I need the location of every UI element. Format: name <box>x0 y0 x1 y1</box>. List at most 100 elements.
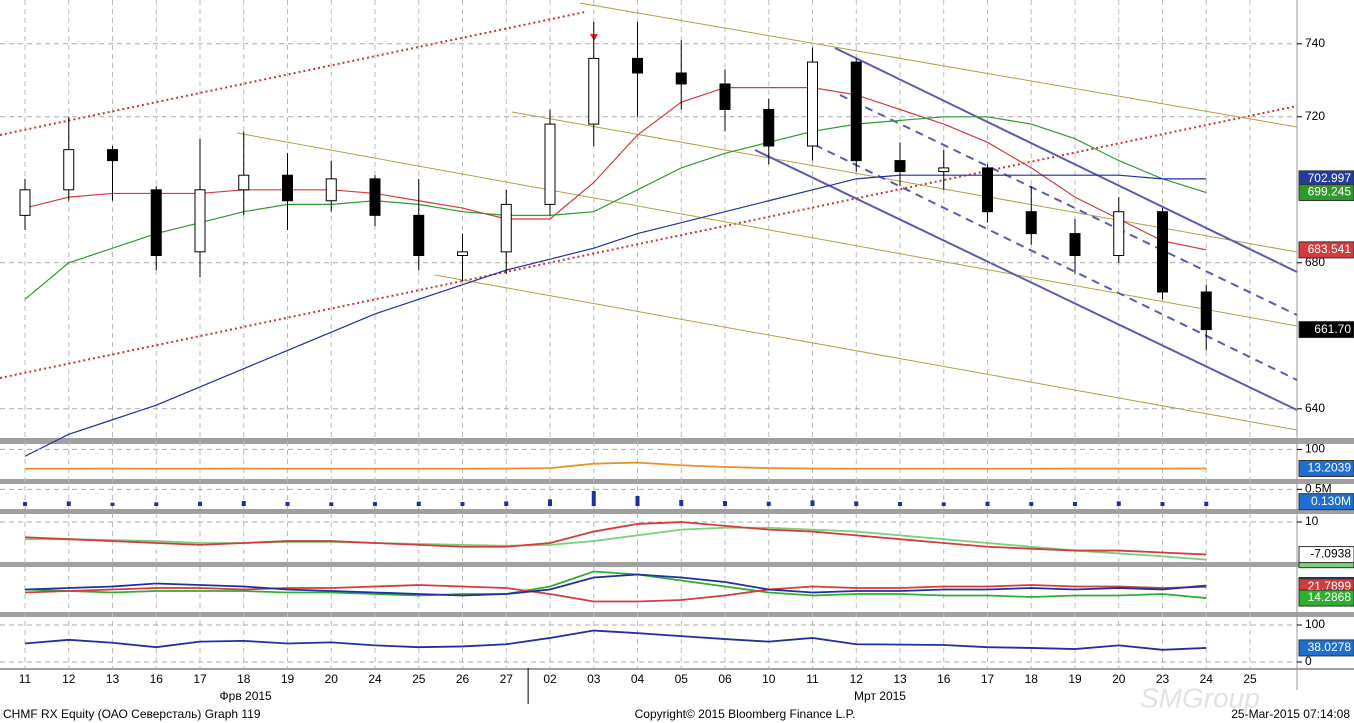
volume-bar <box>373 502 377 506</box>
candle-body <box>63 149 75 191</box>
volume-bar <box>548 499 552 506</box>
candle-body <box>500 203 512 253</box>
x-tick-label: 10 <box>762 672 776 686</box>
x-tick-label: 13 <box>893 672 907 686</box>
x-tick-label: 27 <box>500 672 514 686</box>
trend-line <box>754 149 1298 411</box>
x-tick-label: 24 <box>1200 672 1214 686</box>
candle-body <box>807 61 818 147</box>
y-tick-label: 0 <box>1305 654 1312 668</box>
indicator-line <box>24 573 1207 597</box>
volume-bar <box>110 502 115 506</box>
plot-area: 11 12 13 16 17 18 19 20 24 25 26 27 02 03 04 05 06 10 11 12… <box>0 21 1354 704</box>
x-tick-label: 25 <box>1243 672 1257 686</box>
volume-bar <box>1204 501 1209 506</box>
x-tick-label: 19 <box>1068 672 1082 686</box>
last-value-label: 13.2039 <box>1308 461 1352 475</box>
candle-body <box>282 174 293 202</box>
candle-body <box>413 214 425 257</box>
x-tick-label: 03 <box>587 672 601 686</box>
separator <box>0 562 1354 567</box>
x-tick-label: 11 <box>19 672 32 686</box>
volume-bar <box>941 502 946 506</box>
candle-body <box>763 109 775 147</box>
x-tick-label: 16 <box>937 672 951 686</box>
x-tick-label: 04 <box>631 672 645 686</box>
indicator-line <box>24 521 1207 556</box>
trend-line <box>834 47 1298 273</box>
volume-bar <box>329 502 334 506</box>
x-tick-label: 19 <box>281 672 295 686</box>
y-tick-label: 10 <box>1305 514 1319 528</box>
last-value-label: 661.70 <box>1314 322 1351 336</box>
last-value-tag <box>1298 493 1354 511</box>
candle-body <box>675 72 687 85</box>
x-tick-label: 25 <box>412 672 426 686</box>
trend-line <box>434 274 1298 431</box>
x-tick-label: 23 <box>1156 672 1170 686</box>
candle-body <box>894 160 906 173</box>
volume-bar <box>504 501 509 506</box>
y-tick-label: 100 <box>1305 442 1325 456</box>
moving-average-line <box>24 116 1207 300</box>
y-tick-label: 680 <box>1305 255 1325 269</box>
indicator-line <box>24 629 1207 651</box>
candle-body <box>457 251 468 257</box>
x-tick-label: 20 <box>1112 672 1126 686</box>
watermark: SMGroup <box>1140 682 1260 713</box>
volume-bar <box>635 496 640 506</box>
x-tick-label: 12 <box>62 672 76 686</box>
candle-body <box>850 61 862 162</box>
x-tick-label: 02 <box>543 672 557 686</box>
volume-bar <box>898 502 902 506</box>
volume-bar <box>154 502 159 506</box>
last-value-tag <box>1298 321 1354 339</box>
volume-bar <box>241 501 246 506</box>
x-tick-label: 05 <box>675 672 689 686</box>
footer-center: Copyright© 2015 Bloomberg Finance L.P. <box>635 707 856 721</box>
footer-right: 25-Mar-2015 07:14:08 <box>1231 707 1350 721</box>
last-value-label: 14.2868 <box>1308 590 1352 604</box>
x-tick-label: 13 <box>106 672 120 686</box>
last-value-label: 38.0278 <box>1308 640 1352 654</box>
panel-separators <box>0 438 1354 670</box>
volume-bar <box>285 502 290 506</box>
volume-bar <box>723 501 727 506</box>
last-value-tag <box>1298 546 1354 564</box>
last-value-label: 683.541 <box>1308 242 1352 256</box>
volume-bar <box>66 501 71 506</box>
moving-average-line <box>24 174 1207 457</box>
y-tick-label: 740 <box>1305 36 1325 50</box>
x-tick-label: 20 <box>325 672 339 686</box>
indicator-line <box>25 526 1207 561</box>
y-tick-label: 0.5M <box>1305 482 1332 496</box>
candle-body <box>719 83 731 110</box>
candle-body <box>107 149 118 162</box>
separator <box>0 668 1354 670</box>
footer-left: CHMF RX Equity (ОАО Северсталь) Graph 11… <box>3 707 261 721</box>
last-value-label: 702.997 <box>1308 171 1352 185</box>
last-value-tag <box>1298 184 1354 202</box>
x-tick-label: 11 <box>806 672 819 686</box>
separator <box>0 438 1354 444</box>
candle-body <box>19 189 31 216</box>
candle-body <box>1025 211 1037 235</box>
last-value-tag <box>1298 639 1354 657</box>
last-value-tag <box>1298 459 1354 477</box>
volume-bar <box>23 502 27 506</box>
x-tick-label: 06 <box>718 672 732 686</box>
candle-body <box>632 57 643 74</box>
indicator-line <box>24 570 1207 599</box>
candle-body <box>1200 291 1212 331</box>
separator <box>0 509 1354 514</box>
trend-line <box>0 105 1298 379</box>
volume-bar <box>985 501 990 506</box>
volume-bar <box>766 501 771 506</box>
volume-bar <box>1116 501 1121 506</box>
volume-bar <box>810 500 815 506</box>
last-value-label: 21.7899 <box>1308 579 1352 593</box>
x-tick-label: 26 <box>456 672 470 686</box>
volume-bar <box>679 500 684 506</box>
x-tick-label: 17 <box>981 672 995 686</box>
